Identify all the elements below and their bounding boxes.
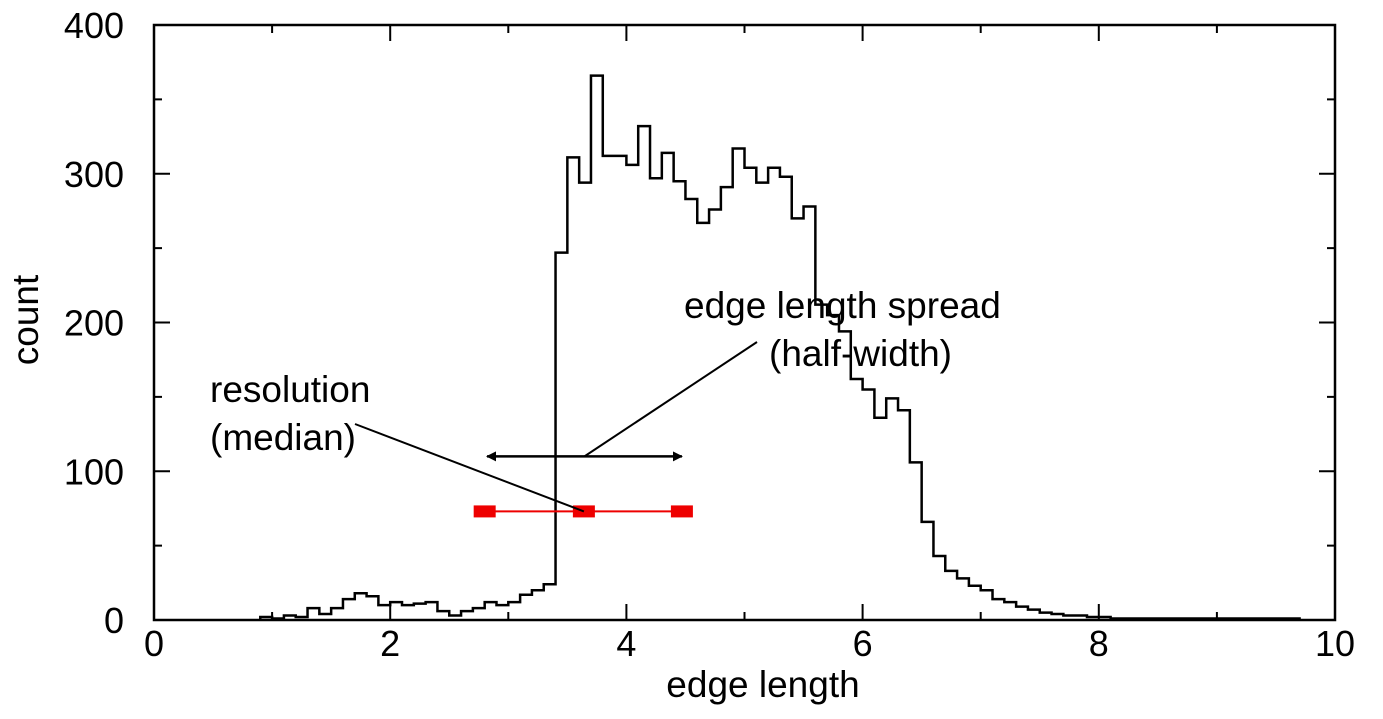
- histogram-series: [259, 74, 1301, 620]
- spread-leader-line: [583, 341, 758, 458]
- x-axis-title: edge length: [666, 664, 859, 705]
- resolution-label-line2: (median): [210, 417, 356, 458]
- x-tick-label: 10: [1315, 623, 1355, 664]
- resolution-label-line1: resolution: [210, 369, 370, 410]
- resolution-marker-point: [670, 505, 693, 518]
- resolution-marker-point: [473, 505, 496, 518]
- resolution-annotation: resolution (median): [210, 369, 693, 518]
- spread-label-line2: (half-width): [769, 333, 952, 374]
- axis-ticks: [153, 24, 1336, 621]
- y-axis-title: count: [5, 274, 46, 365]
- y-tick-label: 300: [64, 154, 124, 195]
- x-tick-label: 0: [144, 623, 164, 664]
- x-tick-label: 4: [616, 623, 636, 664]
- y-tick-label: 100: [64, 451, 124, 492]
- resolution-leader-line: [354, 423, 585, 513]
- x-tick-label: 2: [380, 623, 400, 664]
- spread-label-line1: edge length spread: [684, 285, 1001, 326]
- y-tick-label: 400: [64, 5, 124, 46]
- x-tick-label: 8: [1089, 623, 1109, 664]
- y-tick-label: 200: [64, 303, 124, 344]
- x-tick-label: 6: [853, 623, 873, 664]
- spread-annotation: edge length spread (half-width): [486, 285, 1001, 462]
- y-tick-label: 0: [104, 600, 124, 641]
